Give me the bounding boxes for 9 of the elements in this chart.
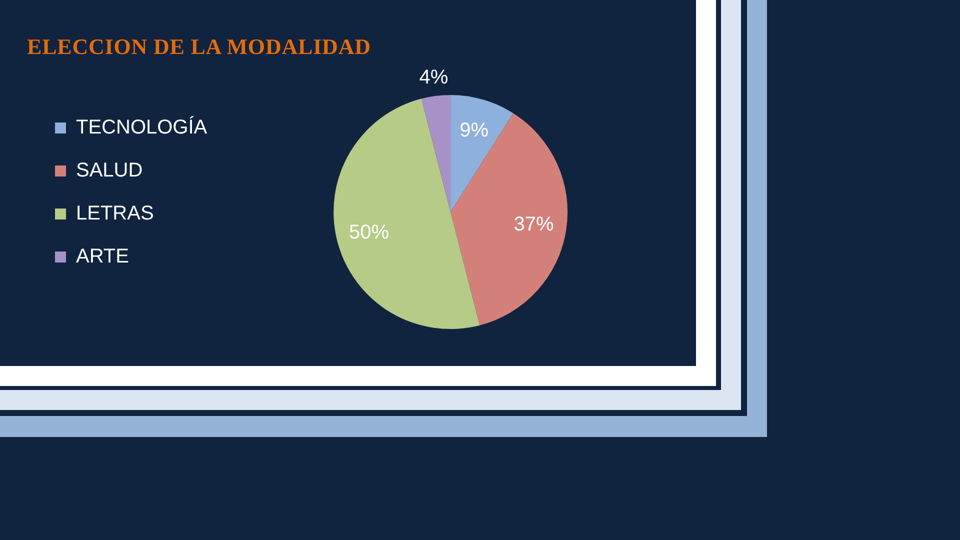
chart-title: ELECCION DE LA MODALIDAD [27,34,371,60]
legend-label: ARTE [76,246,129,268]
legend-label: LETRAS [76,202,154,225]
data-label: 9% [460,120,489,142]
data-label: 50% [348,221,390,244]
legend-label: SALUD [76,160,143,182]
data-label: 4% [419,66,448,89]
data-label: 37% [514,214,554,236]
legend-label: TECNOLOGÍA [76,116,208,139]
